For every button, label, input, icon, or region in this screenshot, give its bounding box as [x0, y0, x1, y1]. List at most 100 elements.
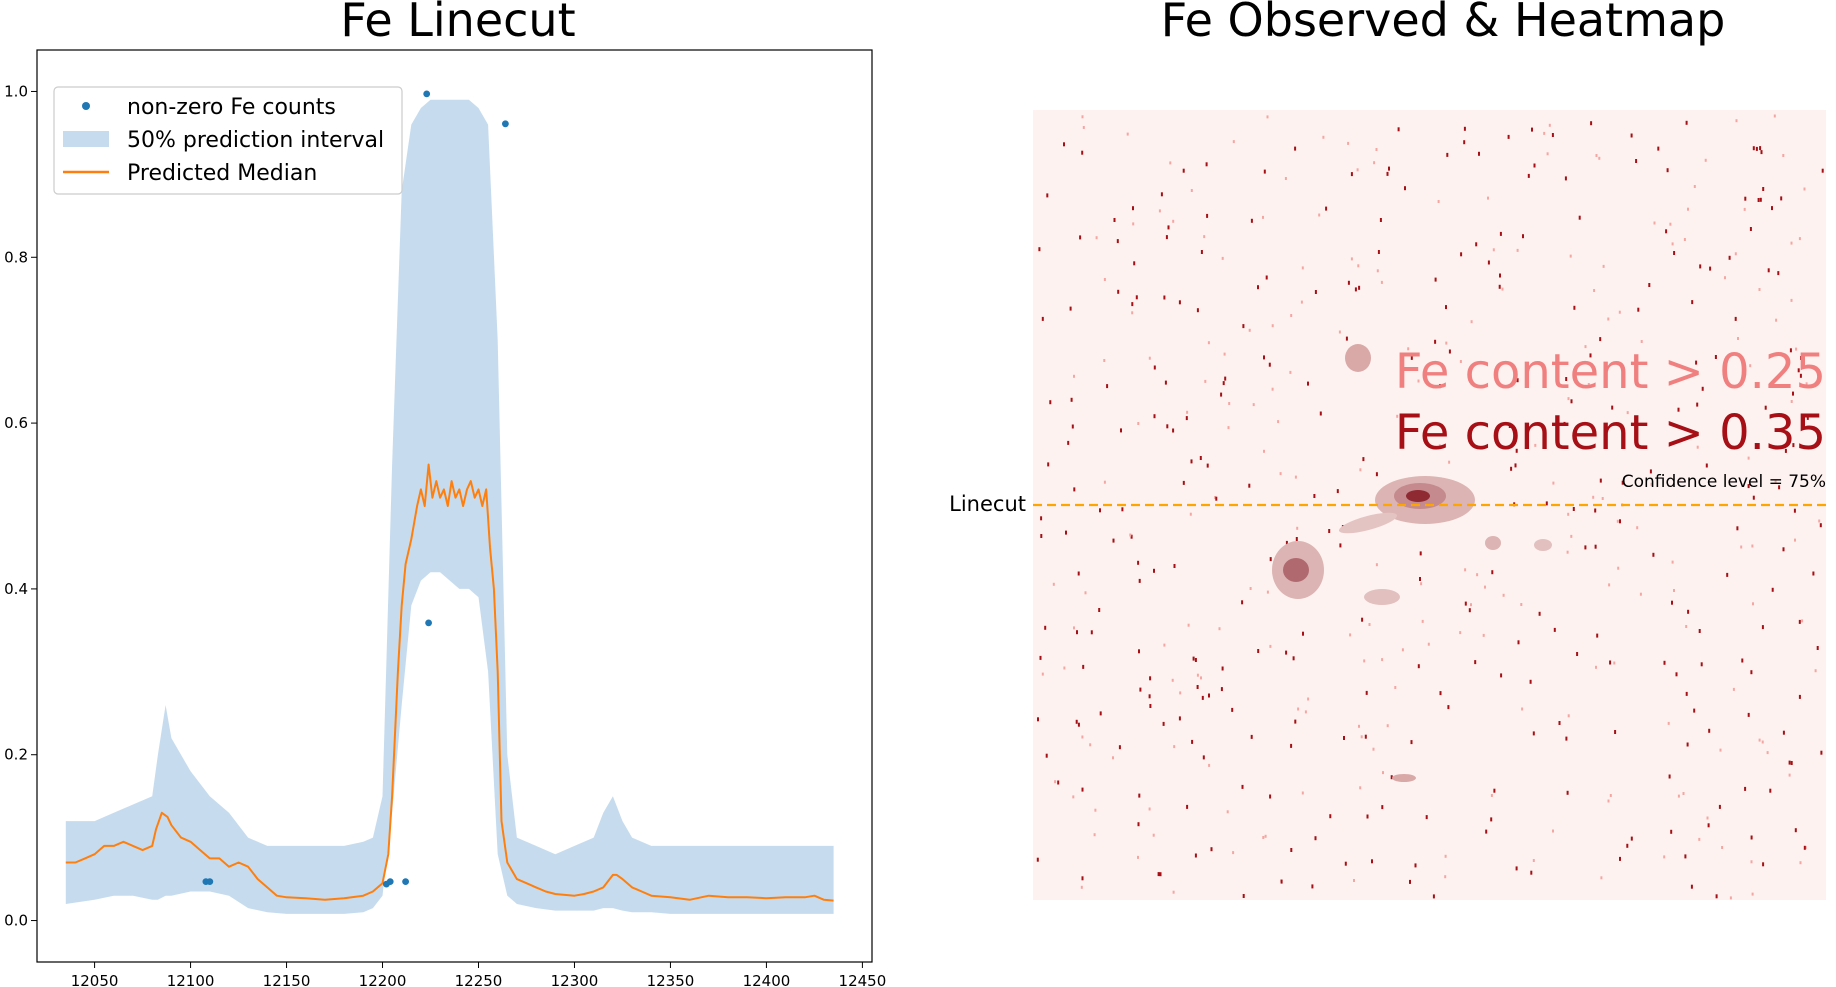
heat-pixel — [1593, 289, 1596, 292]
heat-pixel — [1684, 854, 1687, 859]
heat-pixel — [1372, 747, 1375, 751]
heat-pixel — [1179, 691, 1182, 695]
heat-pixel — [1339, 543, 1342, 548]
fe-count-point — [402, 878, 409, 885]
heat-pixel — [1304, 710, 1307, 714]
heat-pixel — [1621, 480, 1624, 485]
heat-pixel — [1683, 238, 1686, 241]
heat-pixel — [1186, 410, 1189, 414]
heat-pixel — [1696, 445, 1699, 449]
heat-pixel — [1164, 380, 1167, 385]
heatmap-panel: Fe Observed & Heatmap Fe content > 0.25 … — [949, 0, 1826, 900]
heat-pixel — [1704, 158, 1707, 162]
heat-pixel — [1394, 686, 1397, 689]
heat-pixel — [1665, 229, 1668, 234]
heat-pixel — [1799, 861, 1802, 865]
heat-pixel — [1343, 736, 1345, 740]
heat-pixel — [1747, 484, 1750, 489]
heat-pixel — [1296, 526, 1299, 530]
heat-pixel — [1307, 697, 1310, 701]
linecut-axes-frame — [36, 49, 873, 963]
heat-pixel — [1732, 687, 1735, 691]
heat-pixel — [1752, 146, 1755, 151]
heat-pixel — [1222, 381, 1225, 386]
heat-pixel — [1752, 602, 1754, 606]
heat-pixel — [1047, 462, 1050, 467]
heat-pixel — [1470, 603, 1472, 607]
heatmap-speckles — [1036, 114, 1824, 900]
heat-pixel — [1200, 676, 1202, 680]
heat-pixel — [1249, 587, 1252, 590]
heat-pixel — [1081, 876, 1084, 881]
heat-pixel — [1726, 572, 1729, 577]
heat-pixel — [1173, 745, 1176, 749]
heat-pixel — [1685, 120, 1688, 125]
heat-pixel — [1371, 859, 1373, 864]
heat-pixel — [1257, 285, 1259, 290]
heat-pixel — [1138, 649, 1140, 654]
heat-pixel — [1360, 735, 1363, 739]
heat-pixel — [1221, 666, 1224, 671]
heat-pixel — [1478, 151, 1480, 156]
heat-pixel — [1448, 349, 1451, 354]
heat-pixel — [1790, 761, 1793, 765]
heat-pixel — [1799, 373, 1802, 378]
heat-pixel — [1290, 848, 1293, 852]
heat-pixel — [1663, 855, 1666, 859]
heat-pixel — [1515, 448, 1518, 453]
heat-pixel — [1698, 629, 1701, 633]
heat-pixel — [1522, 234, 1524, 239]
heat-pixel — [1266, 590, 1269, 594]
heat-pixel — [1263, 355, 1265, 360]
heat-pixel — [1609, 794, 1612, 797]
heat-pixel — [1709, 266, 1712, 271]
heat-pixel — [1482, 633, 1485, 637]
heat-pixel — [1082, 126, 1085, 129]
heat-pixel — [1359, 786, 1362, 790]
heat-pixel — [1693, 185, 1696, 188]
heat-pixel — [1463, 140, 1466, 145]
heat-pixel — [1292, 656, 1295, 661]
heat-pixel — [1707, 823, 1710, 828]
heat-pixel — [1139, 687, 1142, 692]
heat-pixel — [1618, 310, 1621, 314]
heat-pixel — [1221, 256, 1224, 260]
heat-pixel — [1196, 685, 1199, 689]
heat-pixel — [1133, 261, 1136, 266]
heat-pixel — [1297, 707, 1300, 711]
heat-pixel — [1167, 225, 1170, 230]
heat-pixel — [1414, 863, 1417, 868]
heat-pixel — [1202, 755, 1205, 760]
heat-pixel — [1584, 345, 1587, 349]
linecut-legend: non-zero Fe counts 50% prediction interv… — [53, 86, 403, 195]
heat-pixel — [1113, 218, 1116, 222]
heat-pixel — [1065, 530, 1067, 535]
heat-pixel — [1081, 150, 1084, 155]
heat-pixel — [1608, 583, 1611, 587]
heat-pixel — [1081, 787, 1084, 792]
heat-pixel — [1093, 833, 1096, 837]
heat-pixel — [1663, 660, 1666, 665]
heat-pixel — [1816, 646, 1819, 650]
heat-pixel — [1475, 242, 1478, 247]
heat-pixel — [1172, 219, 1175, 223]
heat-pixel — [1527, 173, 1530, 178]
heat-pixel — [1077, 571, 1080, 576]
heat-pixel — [1153, 568, 1155, 573]
heat-pixel — [1607, 799, 1610, 803]
heat-pixel — [1277, 420, 1280, 424]
heat-pixel — [1464, 601, 1467, 606]
heat-pixel — [1584, 545, 1587, 550]
heat-pixel — [1266, 115, 1269, 119]
heat-pixel — [1294, 146, 1297, 151]
heat-pixel — [1566, 790, 1569, 795]
heat-pixel — [1300, 300, 1303, 304]
heat-pixel — [1769, 788, 1772, 793]
heat-pixel — [1696, 402, 1699, 407]
heat-pixel — [1563, 421, 1566, 426]
heat-blob — [1392, 774, 1416, 782]
heat-pixel — [1677, 407, 1680, 412]
fe-count-point — [502, 120, 509, 128]
heat-pixel — [1427, 642, 1430, 646]
